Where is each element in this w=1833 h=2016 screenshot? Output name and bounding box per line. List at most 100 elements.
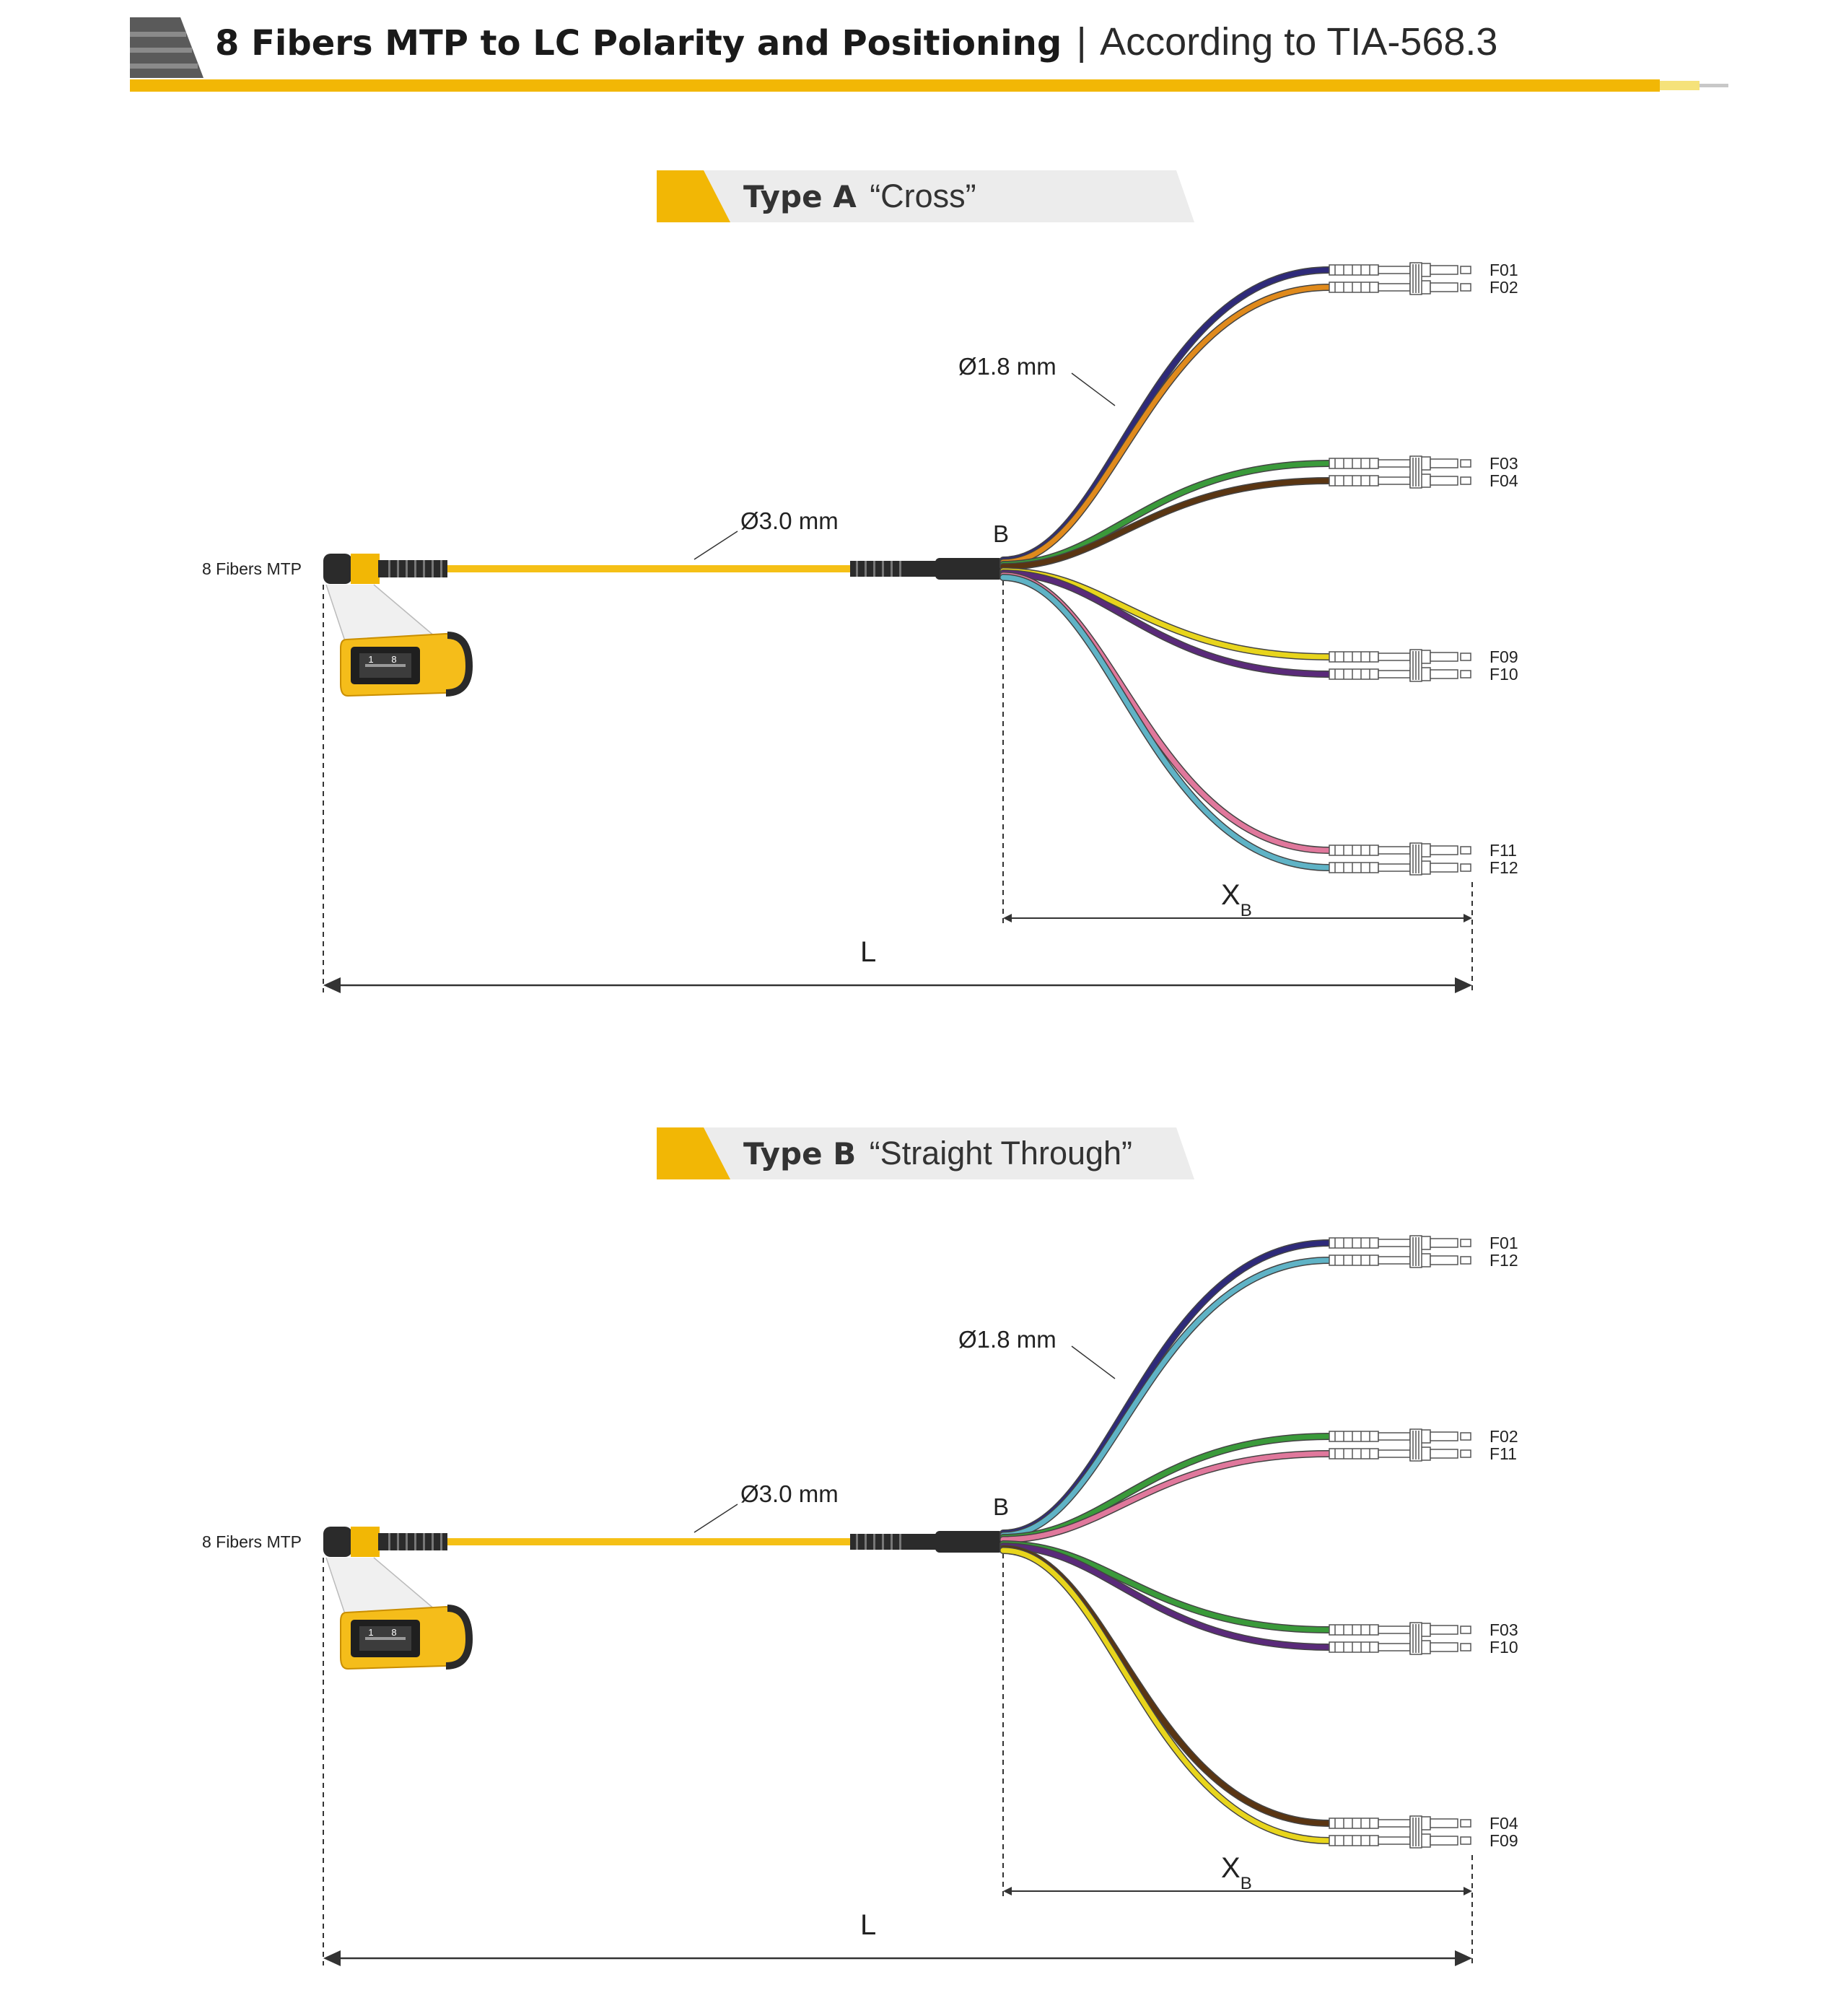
mtp-latch xyxy=(351,1527,380,1557)
splitter-body xyxy=(935,1531,1003,1553)
fiber-label: F11 xyxy=(1489,841,1517,860)
type-name: Type A xyxy=(743,179,857,214)
header-accent-bar xyxy=(130,79,1660,92)
lc-boot xyxy=(1329,1624,1379,1636)
lc-front xyxy=(1430,652,1458,662)
inset-projection-line xyxy=(373,1557,441,1615)
diagram-type-b: Type B “Straight Through” 8 Fibers MTP Ø… xyxy=(202,1127,1518,1966)
dimension-l-label: L xyxy=(860,1909,876,1941)
lc-body xyxy=(1378,266,1411,274)
lc-ferrule xyxy=(1460,653,1471,661)
fiber-outline xyxy=(999,572,1333,854)
boot-rib xyxy=(406,1533,408,1550)
lc-front xyxy=(1430,265,1458,275)
lc-front xyxy=(1430,1255,1458,1265)
breakout-diameter-label: Ø1.8 mm xyxy=(958,1326,1057,1353)
lc-front xyxy=(1430,1431,1458,1441)
fiber-line xyxy=(1000,575,1332,870)
fiber-line xyxy=(1000,1545,1332,1826)
lc-ferrule xyxy=(1460,670,1471,678)
mtp-pin-1-label: 1 xyxy=(368,1627,373,1638)
lc-ferrule xyxy=(1460,476,1471,485)
inset-projection-line xyxy=(325,584,346,642)
boot-rib xyxy=(414,560,416,577)
lc-front xyxy=(1430,282,1458,292)
lc-body xyxy=(1378,863,1411,872)
lc-boot xyxy=(1329,1431,1379,1442)
lc-body xyxy=(1378,1643,1411,1651)
lc-boot xyxy=(1329,668,1379,680)
lc-front xyxy=(1430,1625,1458,1635)
boot-rib xyxy=(882,561,884,577)
lc-ferrule xyxy=(1460,1449,1471,1458)
boot-rib xyxy=(440,560,442,577)
fiber-outline xyxy=(999,266,1333,564)
lc-body xyxy=(1378,1836,1411,1845)
type-description: “Cross” xyxy=(870,178,976,214)
arrow-head xyxy=(1003,1887,1012,1895)
boot-rib xyxy=(891,1534,893,1550)
lc-body xyxy=(1378,1819,1411,1828)
svg-text:XB: XB xyxy=(1221,879,1252,920)
fiber-label: F11 xyxy=(1489,1444,1517,1463)
fiber-fanout xyxy=(999,1239,1333,1844)
arrow-head xyxy=(1464,1887,1472,1895)
mtp-label: 8 Fibers MTP xyxy=(202,1532,302,1551)
fiber-line xyxy=(1000,1257,1332,1538)
lc-connectors xyxy=(1329,1235,1471,1849)
lc-body xyxy=(1378,670,1411,678)
splitter-boot xyxy=(850,1534,937,1550)
boot-rib xyxy=(891,561,893,577)
inset-fiber-row xyxy=(365,664,406,667)
lc-boot xyxy=(1329,862,1379,873)
fiber-line xyxy=(1000,267,1332,563)
fiber-label: F03 xyxy=(1489,454,1518,473)
inset-projection xyxy=(326,1558,440,1614)
boot-rib xyxy=(388,560,390,577)
fiber-label: F03 xyxy=(1489,1620,1518,1639)
page-title: 8 Fibers MTP to LC Polarity and Position… xyxy=(215,23,1062,64)
page-header: 8 Fibers MTP to LC Polarity and Position… xyxy=(130,17,1728,92)
trunk-cable xyxy=(447,565,852,572)
fiber-outline xyxy=(999,284,1333,566)
lc-ferrule xyxy=(1460,846,1471,855)
fiber-label: F10 xyxy=(1489,665,1518,684)
dimension-xb-label: X xyxy=(1221,1852,1241,1884)
type-banner-bg xyxy=(657,1127,1194,1179)
type-banner-accent xyxy=(657,170,730,222)
inset-latch xyxy=(445,632,473,697)
fiber-line xyxy=(1000,1543,1332,1650)
inset-fiber-row xyxy=(365,1637,406,1640)
trunk-diameter-label: Ø3.0 mm xyxy=(740,1480,839,1507)
fiber-line xyxy=(1000,1451,1332,1542)
type-banner-accent xyxy=(657,1127,730,1179)
mtp-connector xyxy=(323,1345,1473,1966)
boot-rib xyxy=(899,1534,901,1550)
boot-rib xyxy=(865,561,867,577)
type-name: Type B xyxy=(743,1136,856,1171)
boot-rib xyxy=(406,560,408,577)
arrow-head xyxy=(1455,1950,1472,1966)
trunk-diameter-label: Ø3.0 mm xyxy=(740,507,839,534)
lc-front xyxy=(1430,669,1458,679)
inset-projection-line xyxy=(373,584,441,642)
lc-front xyxy=(1430,1238,1458,1248)
lc-boot xyxy=(1329,475,1379,486)
lc-ferrule xyxy=(1460,1239,1471,1247)
lc-boot xyxy=(1329,458,1379,469)
lc-body xyxy=(1378,846,1411,855)
arrow-head xyxy=(323,1950,341,1966)
mtp-body xyxy=(323,554,352,584)
lc-front xyxy=(1430,1818,1458,1828)
fiber-line xyxy=(1000,570,1332,677)
fiber-outline xyxy=(999,1547,1333,1844)
inset-projection xyxy=(326,585,440,641)
trunk-leader-line xyxy=(694,531,738,560)
boot-rib xyxy=(856,561,858,577)
lc-front xyxy=(1430,863,1458,873)
lc-boot xyxy=(1329,1818,1379,1829)
breakout-point-label: B xyxy=(993,520,1009,547)
boot-rib xyxy=(432,560,434,577)
lc-front xyxy=(1430,1836,1458,1846)
lc-body xyxy=(1378,1449,1411,1458)
